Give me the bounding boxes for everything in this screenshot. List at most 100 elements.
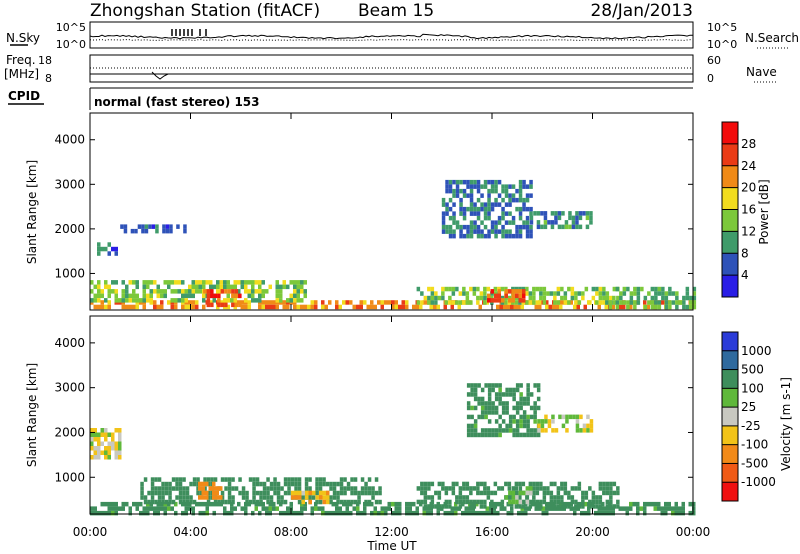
heatmap-cell-vel-7 [549, 499, 554, 505]
heatmap-cell-power-1 [286, 298, 290, 303]
heatmap-cell-vel-3 [322, 490, 326, 496]
heatmap-cell-power-5 [466, 179, 470, 185]
heatmap-cell-power-4 [141, 228, 145, 234]
freq-label-line1: Freq. [6, 53, 36, 67]
heatmap-cell-power-7 [528, 291, 533, 296]
heatmap-cell-power-5 [490, 184, 495, 189]
heatmap-cell-vel-0 [450, 510, 454, 516]
heatmap-cell-vel-7 [570, 486, 575, 491]
freq-right-tick-bottom: 0 [707, 72, 714, 85]
heatmap-cell-vel-1 [315, 486, 319, 491]
noise-left-label: N.Sky [6, 31, 40, 45]
heatmap-cell-power-5 [469, 220, 474, 225]
heatmap-cell-power-9 [657, 286, 662, 292]
heatmap-cell-power-0 [160, 304, 164, 310]
heatmap-cell-power-2 [206, 302, 211, 308]
heatmap-cell-power-5 [480, 202, 484, 207]
heatmap-cell-power-0 [335, 300, 339, 305]
heatmap-cell-power-7 [490, 295, 494, 301]
heatmap-cell-power-9 [664, 300, 669, 305]
heatmap-cell-vel-5 [487, 401, 492, 406]
heatmap-cell-power-5 [441, 202, 446, 207]
heatmap-cell-vel-1 [252, 499, 256, 505]
heatmap-cell-power-5 [504, 184, 509, 189]
x-tick-label: 08:00 [274, 525, 309, 539]
heatmap-cell-power-5 [494, 202, 498, 207]
heatmap-cell-power-4 [123, 224, 128, 229]
heatmap-cell-vel-1 [297, 486, 302, 491]
heatmap-cell-power-6 [568, 215, 572, 221]
heatmap-cell-vel-5 [470, 414, 474, 420]
heatmap-cell-vel-7 [605, 481, 610, 487]
heatmap-cell-vel-5 [526, 432, 530, 438]
heatmap-cell-power-1 [181, 293, 185, 299]
heatmap-cell-vel-1 [294, 486, 298, 491]
heatmap-cell-vel-1 [280, 499, 284, 505]
heatmap-cell-power-0 [436, 304, 440, 310]
heatmap-cell-power-1 [202, 298, 206, 303]
heatmap-cell-vel-7 [602, 490, 606, 496]
heatmap-cell-power-5 [469, 188, 474, 194]
heatmap-cell-vel-5 [494, 383, 499, 388]
heatmap-cell-vel-2 [219, 495, 223, 500]
heatmap-cell-vel-1 [378, 490, 382, 496]
heatmap-cell-power-6 [571, 224, 576, 230]
heatmap-cell-vel-1 [297, 477, 302, 482]
heatmap-cell-vel-0 [454, 510, 458, 516]
heatmap-cell-power-0 [321, 304, 325, 310]
heatmap-cell-vel-7 [609, 495, 613, 500]
heatmap-cell-power-1 [247, 289, 251, 294]
heatmap-cell-power-1 [156, 293, 160, 299]
heatmap-cell-power-7 [462, 291, 466, 296]
heatmap-cell-vel-0 [202, 510, 206, 516]
heatmap-cell-power-7 [598, 295, 603, 301]
nave-label: Nave [746, 65, 777, 79]
heatmap-cell-power-9 [661, 286, 665, 292]
heatmap-cell-vel-1 [280, 486, 284, 491]
heatmap-cell-vel-0 [321, 506, 325, 511]
heatmap-cell-vel-0 [104, 510, 108, 516]
heatmap-cell-vel-1 [143, 477, 148, 482]
heatmap-cell-vel-0 [184, 510, 188, 516]
heatmap-cell-vel-4 [100, 441, 104, 446]
heatmap-cell-power-1 [93, 284, 97, 290]
heatmap-cell-power-1 [90, 289, 94, 294]
heatmap-cell-power-1 [254, 280, 258, 285]
heatmap-cell-vel-0 [678, 510, 682, 516]
heatmap-cell-power-0 [370, 300, 374, 305]
heatmap-cell-power-0 [415, 304, 419, 310]
heatmap-cell-vel-5 [505, 428, 509, 433]
heatmap-cell-vel-5 [522, 401, 527, 406]
heatmap-cell-vel-4 [111, 441, 115, 446]
heatmap-cell-power-8 [508, 298, 512, 303]
heatmap-cell-vel-3 [319, 490, 323, 496]
heatmap-cell-vel-0 [625, 510, 629, 516]
heatmap-cell-vel-5 [529, 428, 534, 433]
heatmap-cell-vel-0 [125, 501, 129, 507]
heatmap-cell-vel-0 [370, 510, 374, 516]
heatmap-cell-power-1 [303, 293, 307, 299]
heatmap-cell-vel-1 [343, 490, 347, 496]
heatmap-cell-power-0 [618, 304, 622, 310]
heatmap-cell-power-5 [522, 220, 526, 225]
heatmap-cell-power-6 [543, 220, 548, 225]
noise-right-label: N.Search [745, 31, 799, 45]
heatmap-cell-vel-1 [276, 499, 281, 505]
heatmap-cell-vel-2 [215, 495, 219, 500]
heatmap-cell-power-5 [518, 211, 523, 216]
heatmap-cell-vel-6 [554, 428, 559, 433]
heatmap-cell-vel-7 [427, 504, 431, 509]
heatmap-cell-vel-1 [150, 477, 155, 482]
heatmap-cell-power-5 [469, 233, 474, 239]
heatmap-cell-vel-0 [289, 501, 293, 507]
heatmap-cell-power-7 [430, 295, 435, 301]
heatmap-cell-vel-7 [549, 495, 554, 500]
heatmap-cell-power-0 [349, 300, 353, 305]
heatmap-cell-power-7 [497, 286, 501, 292]
heatmap-cell-vel-7 [560, 504, 564, 509]
heatmap-cell-vel-5 [494, 396, 499, 402]
heatmap-cell-vel-1 [329, 495, 333, 500]
heatmap-cell-power-1 [163, 280, 167, 285]
heatmap-cell-vel-7 [546, 486, 550, 491]
